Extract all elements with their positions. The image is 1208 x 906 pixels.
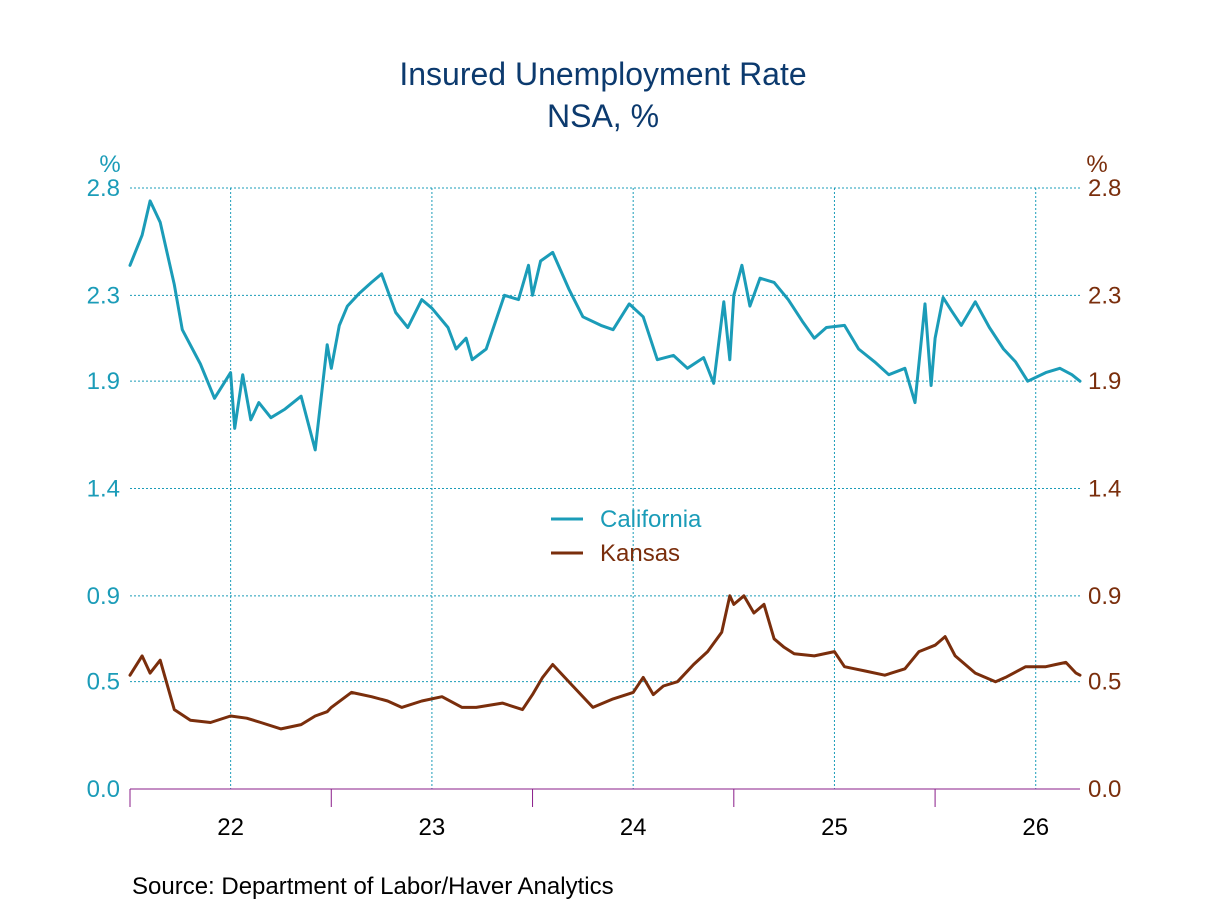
legend: California Kansas bbox=[551, 506, 702, 567]
y-tick-right: 2.8 bbox=[1088, 175, 1121, 202]
y-tick-left: 0.0 bbox=[87, 776, 120, 803]
x-tick-label: 22 bbox=[217, 814, 244, 841]
y-tick-left: 2.8 bbox=[87, 175, 120, 202]
x-tick-label: 25 bbox=[821, 814, 848, 841]
y-tick-right: 2.3 bbox=[1088, 282, 1121, 309]
right-axis-unit: % bbox=[1086, 151, 1107, 178]
y-tick-right: 0.0 bbox=[1088, 776, 1121, 803]
legend-label-kansas: Kansas bbox=[600, 540, 680, 567]
x-tick-label: 26 bbox=[1022, 814, 1049, 841]
y-tick-left: 0.5 bbox=[87, 669, 120, 696]
source-note: Source: Department of Labor/Haver Analyt… bbox=[132, 873, 614, 900]
y-tick-left: 1.4 bbox=[87, 476, 120, 503]
chart-title: Insured Unemployment Rate bbox=[399, 56, 806, 92]
y-tick-right: 1.9 bbox=[1088, 368, 1121, 395]
series-line-california bbox=[128, 199, 1082, 452]
series-line-kansas bbox=[128, 594, 1082, 731]
legend-label-california: California bbox=[600, 506, 702, 533]
series-lines bbox=[128, 199, 1082, 731]
left-axis-unit: % bbox=[99, 151, 120, 178]
x-tick-label: 23 bbox=[419, 814, 446, 841]
x-tick-label: 24 bbox=[620, 814, 647, 841]
y-tick-right: 0.9 bbox=[1088, 583, 1121, 610]
y-tick-left: 1.9 bbox=[87, 368, 120, 395]
axis-ticks: 0.0 0.0 0.5 0.5 0.9 0.9 1.4 1.4 1.9 1.9 2.3 2.3 2.8 2… bbox=[87, 175, 1122, 841]
y-tick-right: 0.5 bbox=[1088, 669, 1121, 696]
y-tick-left: 2.3 bbox=[87, 282, 120, 309]
y-tick-right: 1.4 bbox=[1088, 476, 1121, 503]
y-tick-left: 0.9 bbox=[87, 583, 120, 610]
chart-subtitle: NSA, % bbox=[547, 98, 659, 134]
grid bbox=[129, 187, 1080, 807]
